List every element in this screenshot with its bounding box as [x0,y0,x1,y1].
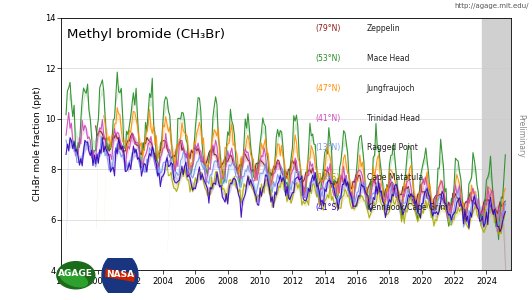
Text: Cape Matatula: Cape Matatula [367,173,423,182]
Text: (13°N): (13°N) [315,143,340,152]
Text: (41°N): (41°N) [315,113,340,122]
Text: http://agage.mit.edu/: http://agage.mit.edu/ [455,3,529,9]
Text: (41°S): (41°S) [315,203,339,212]
Circle shape [102,253,138,297]
Text: (53°N): (53°N) [315,54,340,63]
Text: Ragged Point: Ragged Point [367,143,418,152]
Text: AGAGE: AGAGE [59,269,93,278]
Text: Mace Head: Mace Head [367,54,409,63]
Text: (79°N): (79°N) [315,24,340,33]
FancyArrow shape [106,269,134,281]
Text: Kennaook/Cape Grim: Kennaook/Cape Grim [367,203,447,212]
Text: (47°N): (47°N) [315,84,340,93]
Text: Zeppelin: Zeppelin [367,24,401,33]
Ellipse shape [60,271,87,287]
Text: Methyl bromide (CH₃Br): Methyl bromide (CH₃Br) [67,28,225,41]
Text: Preliminary: Preliminary [516,114,525,158]
Text: Trinidad Head: Trinidad Head [367,113,420,122]
Text: NASA: NASA [106,269,134,278]
Text: Jungfraujoch: Jungfraujoch [367,84,415,93]
Text: (14°S): (14°S) [315,173,339,182]
Bar [483,18,527,270]
Ellipse shape [57,262,95,289]
Y-axis label: CH₃Br mole fraction (ppt): CH₃Br mole fraction (ppt) [34,87,43,201]
